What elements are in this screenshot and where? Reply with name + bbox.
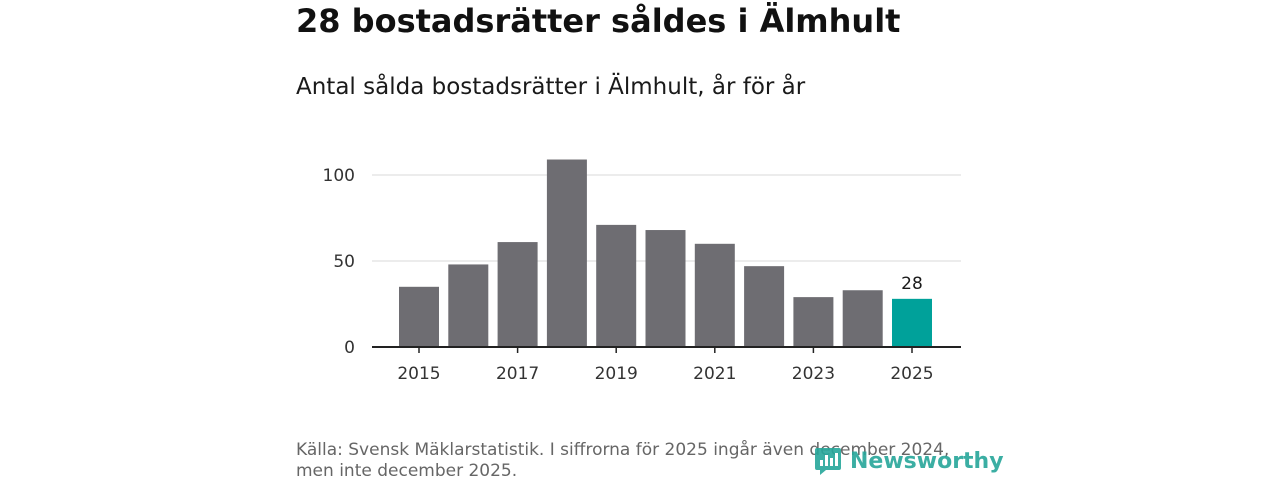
bar-2022 bbox=[744, 266, 785, 347]
y-tick-label: 50 bbox=[333, 252, 355, 272]
x-tick-label: 2021 bbox=[693, 364, 736, 384]
x-tick-label: 2017 bbox=[496, 364, 539, 384]
x-tick-label: 2015 bbox=[397, 364, 440, 384]
axis-layer: 0 50 100 2015 2017 2019 2021 2023 2025 bbox=[323, 166, 961, 384]
bar-2017 bbox=[497, 242, 538, 347]
bar-2020 bbox=[645, 230, 686, 347]
chart-card: 28 bostadsrätter såldes i Älmhult Antal … bbox=[296, 0, 1004, 482]
brand-name: Newsworthy bbox=[850, 448, 1004, 474]
page-title: 28 bostadsrätter såldes i Älmhult bbox=[296, 2, 901, 40]
bar-layer bbox=[399, 159, 932, 347]
source-line-1: Källa: Svensk Mäklarstatistik. I siffror… bbox=[296, 440, 950, 460]
bar-2024 bbox=[842, 290, 883, 347]
bar-2019 bbox=[596, 224, 637, 347]
bar-2015 bbox=[399, 286, 439, 347]
bar-2021 bbox=[694, 243, 735, 347]
source-line-2: men inte december 2025. bbox=[296, 461, 518, 481]
y-tick-label: 100 bbox=[323, 166, 355, 186]
bar-2016 bbox=[448, 264, 489, 347]
chart-subtitle: Antal sålda bostadsrätter i Älmhult, år … bbox=[296, 74, 806, 100]
bar-2023 bbox=[793, 297, 834, 347]
newsworthy-logo-icon bbox=[815, 448, 841, 475]
x-tick-label: 2025 bbox=[890, 364, 933, 384]
bar-2018 bbox=[546, 159, 587, 347]
label-layer: 28 bbox=[901, 274, 923, 294]
y-tick-label: 0 bbox=[344, 338, 355, 358]
brand-logo: Newsworthy bbox=[814, 446, 1004, 476]
x-tick-label: 2019 bbox=[595, 364, 638, 384]
bar-2025 bbox=[892, 298, 932, 347]
data-label-2025: 28 bbox=[901, 274, 923, 294]
x-tick-label: 2023 bbox=[792, 364, 835, 384]
source-note: Källa: Svensk Mäklarstatistik. I siffror… bbox=[296, 440, 956, 482]
